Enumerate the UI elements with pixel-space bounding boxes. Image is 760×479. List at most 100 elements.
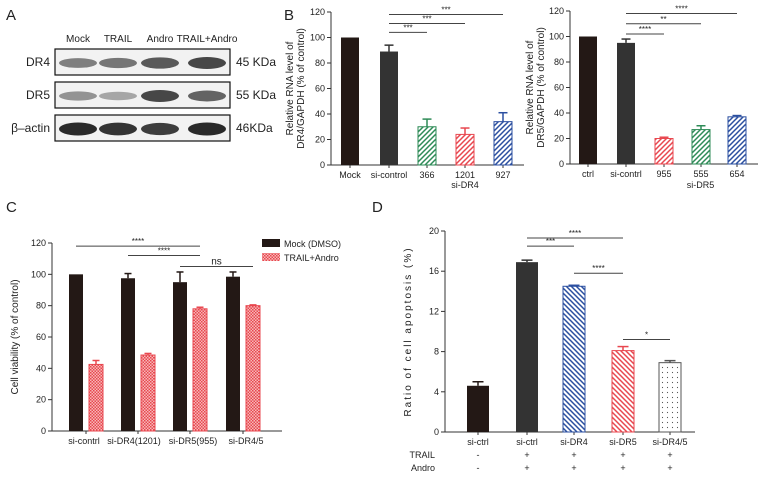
treatment-label: Andro [411, 463, 435, 473]
y-tick-label: 20 [315, 135, 325, 145]
chart-b1: 0 20 40 60 80 100 120 Relative RNA level of DR4/… [285, 6, 524, 190]
y-tick-label: 40 [36, 363, 46, 373]
x-tick-label: 927 [495, 170, 510, 180]
protein-label: β–actin [11, 121, 50, 135]
bar [467, 385, 489, 432]
legend-swatch [262, 253, 280, 261]
legend-label: Mock (DMSO) [284, 239, 341, 249]
bar [516, 262, 538, 432]
x-tick-label: si-DR4(1201) [107, 436, 161, 446]
y-tick-label: 20 [554, 134, 564, 144]
y-tick-label: 16 [429, 266, 439, 276]
x-group-label: si-DR5 [687, 180, 715, 190]
bar [658, 362, 682, 433]
treatment-mark: - [477, 450, 480, 460]
x-tick-label: si-DR4 [560, 437, 588, 447]
y-tick-label: 100 [549, 32, 564, 42]
panel-label-d: D [372, 199, 383, 216]
y-tick-label: 12 [429, 306, 439, 316]
panel-label-b: B [284, 7, 294, 24]
treatment-mark: - [477, 463, 480, 473]
treatment-mark: + [524, 450, 529, 460]
panel-label-a: A [6, 7, 16, 24]
protein-band [59, 91, 97, 101]
x-tick-label: 1201 [455, 170, 475, 180]
legend-label: TRAIL+Andro [284, 253, 339, 263]
bar [192, 308, 208, 432]
y-tick-label: 80 [36, 301, 46, 311]
bar [341, 37, 359, 165]
y-tick-label: 0 [434, 427, 439, 437]
y-tick-label: 80 [315, 58, 325, 68]
significance-label: **** [675, 5, 687, 14]
y-tick-label: 4 [434, 387, 439, 397]
x-tick-label: si-contrl [610, 169, 642, 179]
legend-swatch [262, 239, 280, 247]
x-tick-label: si-DR4/5 [652, 437, 687, 447]
treatment-mark: + [620, 450, 625, 460]
y-tick-label: 0 [41, 426, 46, 436]
protein-band [141, 57, 179, 69]
significance-label: **** [592, 264, 604, 273]
y-tick-label: 20 [429, 226, 439, 236]
significance-label: **** [639, 25, 651, 34]
y-tick-label: 60 [315, 84, 325, 94]
protein-band [141, 122, 179, 136]
chart-d: 0 4 8 12 16 20 Ratio of cell apoptosis (%) si-c… [403, 226, 695, 473]
y-tick-label: 100 [310, 33, 325, 43]
bar [226, 276, 240, 431]
protein-band [99, 91, 137, 101]
protein-band [188, 90, 226, 102]
bar [69, 274, 83, 431]
protein-band [141, 90, 179, 102]
y-tick-label: 60 [554, 83, 564, 93]
y-tick-label: 40 [315, 109, 325, 119]
y-axis-label: Relative RNA level of [525, 40, 536, 134]
significance-label: **** [132, 237, 144, 246]
y-tick-label: 80 [554, 57, 564, 67]
y-tick-label: 120 [31, 238, 46, 248]
lane-label: Mock [66, 34, 91, 45]
x-tick-label: 654 [729, 169, 744, 179]
protein-band [59, 58, 97, 68]
bar [654, 138, 674, 165]
significance-label: **** [158, 247, 170, 256]
size-label: 55 KDa [236, 88, 276, 102]
protein-band [188, 57, 226, 69]
treatment-mark: + [667, 463, 672, 473]
western-blot: Mock TRAIL Andro TRAIL+Andro DR4 45 KDa DR5 55 … [11, 34, 276, 142]
significance-label: ns [211, 257, 222, 268]
y-axis-label: DR4/GAPDH (% of control) [296, 28, 307, 149]
y-axis-label: Cell viability (% of control) [10, 279, 21, 394]
x-group-label: si-DR4 [451, 180, 479, 190]
x-tick-label: si-control [371, 170, 408, 180]
x-tick-label: si-DR4/5 [228, 436, 263, 446]
treatment-mark: + [620, 463, 625, 473]
y-axis-label: Relative RNA level of [285, 41, 296, 135]
x-tick-label: si-DR5(955) [169, 436, 218, 446]
panel-label-c: C [6, 199, 17, 216]
y-tick-label: 120 [310, 7, 325, 17]
protein-label: DR4 [26, 55, 50, 69]
x-tick-label: 555 [693, 169, 708, 179]
x-tick-label: si-contrl [68, 436, 100, 446]
bar [173, 282, 187, 431]
y-tick-label: 0 [559, 159, 564, 169]
significance-label: *** [441, 6, 450, 15]
treatment-mark: + [571, 463, 576, 473]
significance-label: *** [546, 237, 555, 246]
x-tick-label: 366 [419, 170, 434, 180]
x-tick-label: si-DR5 [609, 437, 637, 447]
bar [493, 121, 513, 166]
y-axis-label: Ratio of cell apoptosis (%) [403, 246, 414, 416]
y-axis-label: DR5/GAPDH (% of control) [536, 27, 547, 148]
y-tick-label: 40 [554, 108, 564, 118]
bar [88, 363, 104, 432]
chart-b2: 0 20 40 60 80 100 120 Relative RNA level of DR5/… [525, 5, 758, 190]
bar [617, 42, 635, 164]
bar [380, 51, 398, 165]
bar [121, 278, 135, 431]
size-label: 45 KDa [236, 55, 276, 69]
